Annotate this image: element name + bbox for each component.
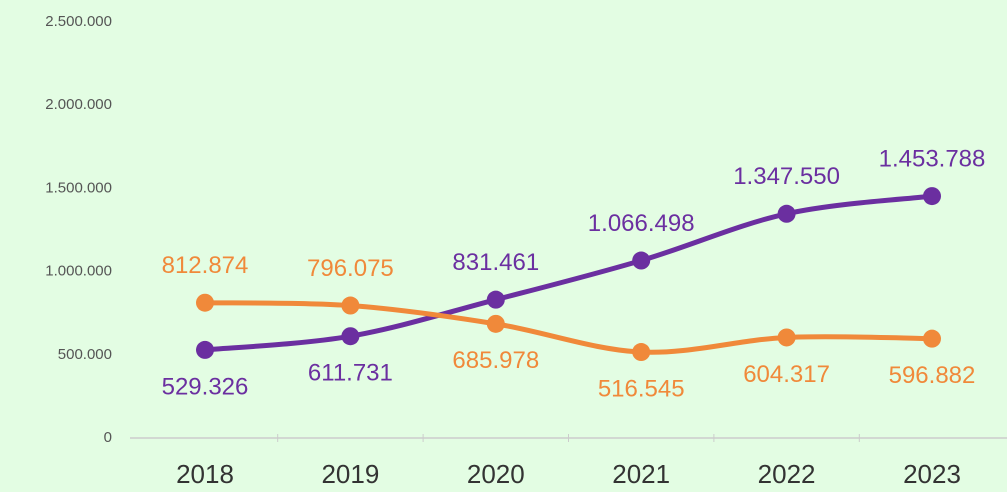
data-label: 596.882 (889, 362, 976, 389)
y-tick-label: 500.000 (58, 346, 112, 363)
line (202, 193, 935, 353)
x-tick-label: 2022 (758, 459, 816, 489)
point (341, 327, 360, 346)
data-label: 1.347.550 (733, 163, 840, 190)
data-label: 611.731 (308, 360, 393, 387)
point (486, 314, 505, 333)
y-tick-label: 2.000.000 (45, 96, 112, 113)
x-tick-label: 2021 (612, 459, 670, 489)
y-tick-label: 0 (104, 429, 112, 446)
data-label: 812.874 (162, 252, 249, 279)
data-label: 516.545 (598, 375, 685, 402)
point (777, 328, 796, 347)
x-tick-label: 2018 (176, 459, 234, 489)
data-label: 604.317 (743, 361, 830, 388)
y-tick-label: 2.500.000 (45, 13, 112, 30)
y-tick-label: 1.000.000 (45, 263, 112, 280)
data-label: 529.326 (162, 373, 249, 400)
data-label: 685.978 (452, 347, 539, 374)
point (632, 251, 651, 270)
point (341, 296, 360, 315)
data-label: 796.075 (307, 255, 394, 282)
line (202, 300, 935, 355)
x-tick-label: 2023 (903, 459, 961, 489)
data-label: 1.453.788 (879, 145, 986, 172)
point (196, 340, 214, 359)
y-tick-label: 1.500.000 (45, 179, 112, 196)
point (632, 343, 651, 362)
data-label: 831.461 (452, 249, 539, 276)
point (923, 187, 941, 206)
x-tick-label: 2020 (467, 459, 525, 489)
point (486, 290, 505, 309)
point (777, 204, 796, 223)
point (196, 293, 214, 312)
point (923, 329, 941, 348)
x-tick-label: 2019 (321, 459, 379, 489)
data-label: 1.066.498 (588, 210, 695, 237)
